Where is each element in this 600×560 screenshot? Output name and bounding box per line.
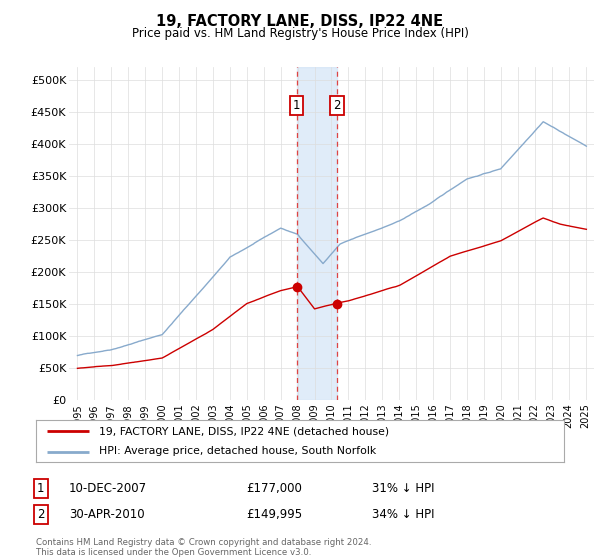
Bar: [297, 67, 337, 400]
Text: 2: 2: [37, 507, 44, 521]
Text: 10-DEC-2007: 10-DEC-2007: [69, 482, 147, 495]
Text: 19, FACTORY LANE, DISS, IP22 4NE (detached house): 19, FACTORY LANE, DISS, IP22 4NE (detach…: [100, 426, 389, 436]
Text: 2: 2: [334, 99, 341, 112]
Text: Price paid vs. HM Land Registry's House Price Index (HPI): Price paid vs. HM Land Registry's House …: [131, 27, 469, 40]
Text: 19, FACTORY LANE, DISS, IP22 4NE: 19, FACTORY LANE, DISS, IP22 4NE: [157, 14, 443, 29]
Text: 1: 1: [37, 482, 44, 495]
Text: 1: 1: [293, 99, 301, 112]
Text: 34% ↓ HPI: 34% ↓ HPI: [372, 507, 434, 521]
Text: 30-APR-2010: 30-APR-2010: [69, 507, 145, 521]
Text: Contains HM Land Registry data © Crown copyright and database right 2024.
This d: Contains HM Land Registry data © Crown c…: [36, 538, 371, 557]
Text: HPI: Average price, detached house, South Norfolk: HPI: Average price, detached house, Sout…: [100, 446, 377, 456]
Text: £149,995: £149,995: [246, 507, 302, 521]
Text: £177,000: £177,000: [246, 482, 302, 495]
Text: 31% ↓ HPI: 31% ↓ HPI: [372, 482, 434, 495]
